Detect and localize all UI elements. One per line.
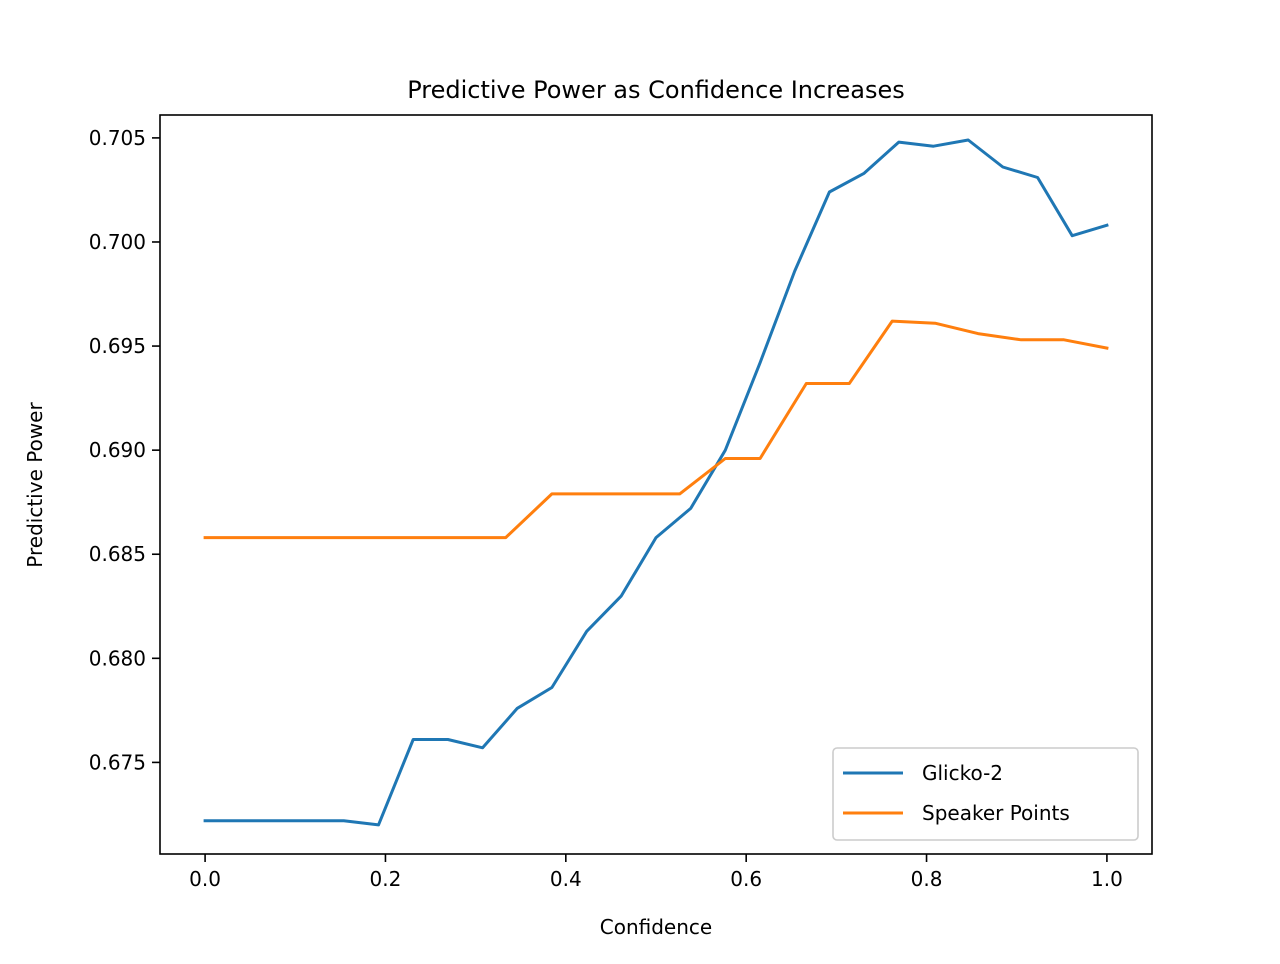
- x-axis-label: Confidence: [600, 915, 712, 939]
- x-tick-label: 0.0: [189, 867, 221, 891]
- y-axis-label: Predictive Power: [23, 402, 47, 568]
- plot-area-frame: [159, 114, 1153, 855]
- x-tick-label: 0.6: [730, 867, 762, 891]
- x-tick-label: 1.0: [1091, 867, 1123, 891]
- legend-entry-label: Speaker Points: [922, 801, 1070, 825]
- y-tick-label: 0.680: [89, 646, 146, 670]
- chart-title: Predictive Power as Confidence Increases: [407, 76, 905, 104]
- series-line-speaker-points: [203, 319, 1109, 540]
- y-tick-label: 0.705: [89, 126, 146, 150]
- y-tick-label: 0.700: [89, 230, 146, 254]
- legend-entry-label: Glicko-2: [922, 761, 1003, 785]
- x-tick-label: 0.8: [911, 867, 943, 891]
- y-tick-label: 0.690: [89, 438, 146, 462]
- x-tick-label: 0.2: [370, 867, 402, 891]
- plot-lines: [203, 138, 1109, 827]
- x-tick-label: 0.4: [550, 867, 582, 891]
- y-tick-label: 0.685: [89, 542, 146, 566]
- legend-box: [832, 747, 1139, 841]
- legend: Glicko-2 Speaker Points: [832, 747, 1139, 841]
- y-tick-label: 0.695: [89, 334, 146, 358]
- series-line-glicko-2: [203, 138, 1109, 827]
- y-tick-label: 0.675: [89, 750, 146, 774]
- axis-ticks: 0.0 0.2 0.4 0.6 0.8 1.0 0.675 0.680 0.685 0.690 0.…: [89, 126, 1123, 891]
